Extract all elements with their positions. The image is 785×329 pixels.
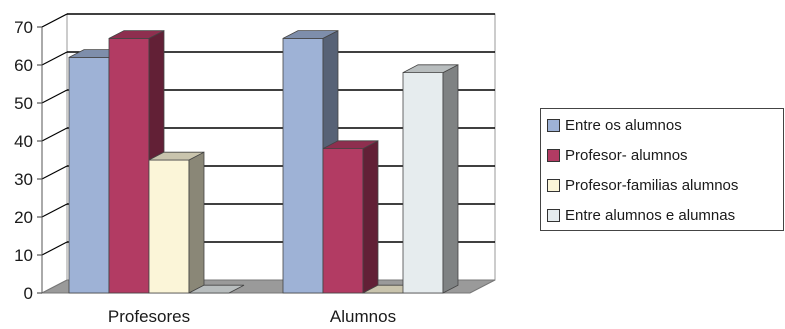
y-tick-label: 70 bbox=[14, 18, 33, 37]
x-tick-label: Profesores bbox=[108, 307, 190, 324]
legend-item: Profesor- alumnos bbox=[547, 144, 688, 166]
legend-swatch bbox=[547, 209, 560, 222]
bar bbox=[403, 73, 443, 293]
legend-label: Entre alumnos e alumnas bbox=[565, 207, 735, 224]
y-tick-label: 30 bbox=[14, 170, 33, 189]
bar-side bbox=[363, 141, 378, 293]
bar bbox=[283, 38, 323, 293]
y-tick-label: 10 bbox=[14, 246, 33, 265]
plot-side-wall bbox=[42, 14, 67, 293]
legend-swatch bbox=[547, 179, 560, 192]
y-tick-label: 40 bbox=[14, 132, 33, 151]
x-tick-label: Alumnos bbox=[330, 307, 396, 324]
legend-label: Entre os alumnos bbox=[565, 117, 682, 134]
legend-item: Entre alumnos e alumnas bbox=[547, 204, 735, 226]
legend-label: Profesor-familias alumnos bbox=[565, 177, 738, 194]
y-tick-label: 50 bbox=[14, 94, 33, 113]
bar bbox=[69, 57, 109, 293]
bar bbox=[109, 38, 149, 293]
bar-side bbox=[443, 65, 458, 293]
bar bbox=[149, 160, 189, 293]
y-tick-label: 20 bbox=[14, 208, 33, 227]
legend-item: Entre os alumnos bbox=[547, 114, 682, 136]
legend-item: Profesor-familias alumnos bbox=[547, 174, 738, 196]
y-tick-label: 60 bbox=[14, 56, 33, 75]
legend-swatch bbox=[547, 149, 560, 162]
bar bbox=[323, 149, 363, 293]
legend-label: Profesor- alumnos bbox=[565, 147, 688, 164]
legend-swatch bbox=[547, 119, 560, 132]
legend: Entre os alumnos Profesor- alumnos Profe… bbox=[540, 108, 784, 231]
y-tick-label: 0 bbox=[24, 284, 33, 303]
bar-side bbox=[189, 152, 204, 293]
